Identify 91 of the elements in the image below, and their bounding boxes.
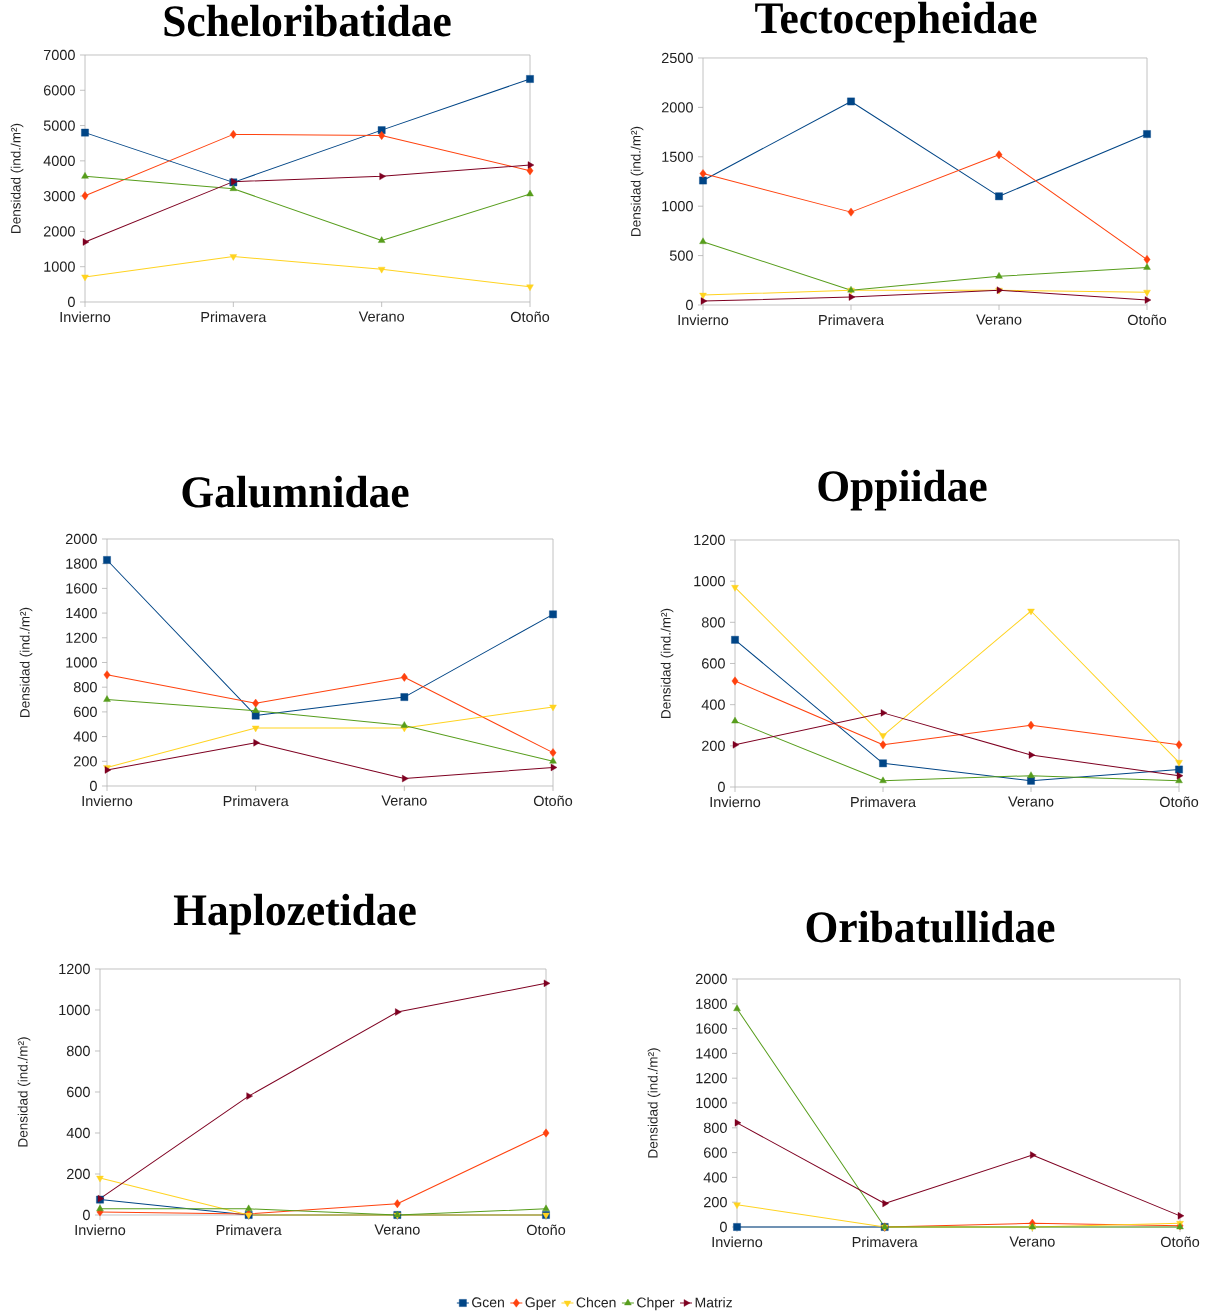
- x-tick-label: Primavera: [852, 1236, 918, 1248]
- x-tick-label: Invierno: [75, 1224, 126, 1236]
- legend-label: Chcen: [576, 1297, 616, 1308]
- chart-title: Haplozetidae: [173, 893, 416, 935]
- x-tick-label: Invierno: [60, 311, 111, 323]
- y-tick-label: 600: [67, 1086, 90, 1098]
- x-tick-label: Invierno: [710, 796, 761, 808]
- y-tick-label: 0: [685, 299, 693, 311]
- x-tick-label: Otoño: [533, 795, 573, 807]
- y-tick-label: 500: [669, 250, 693, 261]
- y-tick-label: 1200: [694, 534, 725, 546]
- y-tick-label: 800: [703, 1122, 727, 1133]
- x-tick-label: Invierno: [82, 795, 133, 807]
- y-tick-label: 1000: [66, 657, 97, 668]
- y-tick-label: 2000: [43, 226, 75, 237]
- y-tick-label: 200: [704, 1197, 727, 1208]
- y-tick-label: 1200: [66, 632, 97, 643]
- chart-title: Oribatullidae: [806, 910, 1055, 943]
- y-tick-label: 1600: [66, 583, 97, 594]
- y-tick-label: 600: [74, 706, 97, 718]
- y-axis-title: Densidad (ind./m²): [660, 608, 674, 718]
- x-tick-label: Otoño: [1127, 314, 1167, 326]
- y-tick-label: 1000: [662, 201, 693, 212]
- x-tick-label: Verano: [381, 795, 427, 806]
- x-tick-label: Primavera: [851, 796, 917, 808]
- y-tick-label: 4000: [43, 155, 75, 166]
- y-tick-label: 6000: [43, 85, 75, 96]
- y-tick-label: 0: [719, 1221, 727, 1233]
- y-axis-title: Densidad (ind./m²): [19, 607, 33, 717]
- y-tick-label: 1800: [696, 998, 727, 1009]
- y-tick-label: 1000: [59, 1004, 90, 1016]
- x-tick-label: Invierno: [712, 1236, 763, 1248]
- y-tick-label: 1400: [696, 1048, 727, 1059]
- legend-label: Gper: [525, 1297, 556, 1311]
- y-tick-label: 1000: [696, 1097, 727, 1109]
- y-tick-label: 1800: [66, 558, 97, 569]
- y-tick-label: 400: [703, 1172, 727, 1183]
- y-axis-title: Densidad (ind./m²): [630, 126, 644, 236]
- y-tick-label: 1200: [59, 963, 90, 975]
- y-tick-label: 1600: [696, 1023, 727, 1034]
- legend-label: Matriz: [695, 1297, 732, 1308]
- y-tick-label: 1400: [66, 607, 97, 619]
- x-tick-label: Verano: [1009, 1236, 1055, 1247]
- x-tick-label: Otoño: [1160, 1236, 1200, 1248]
- x-tick-label: Verano: [358, 311, 405, 322]
- chart-title: Oppiidae: [818, 469, 987, 511]
- x-tick-label: Otoño: [510, 311, 550, 323]
- x-tick-label: Primavera: [819, 314, 885, 326]
- y-tick-label: 400: [701, 699, 725, 710]
- y-tick-label: 0: [82, 1209, 90, 1221]
- y-tick-label: 2500: [661, 52, 693, 64]
- y-tick-label: 5000: [43, 120, 75, 131]
- x-tick-label: Otoño: [1159, 796, 1199, 808]
- y-tick-label: 0: [89, 780, 97, 792]
- x-tick-label: Verano: [976, 314, 1022, 325]
- x-tick-label: Verano: [374, 1224, 420, 1235]
- y-tick-label: 0: [717, 781, 725, 793]
- y-tick-label: 2000: [661, 102, 693, 113]
- x-tick-label: Invierno: [678, 314, 729, 326]
- y-axis-title: Densidad (ind./m²): [10, 123, 24, 233]
- y-tick-label: 800: [73, 682, 97, 693]
- y-tick-label: 600: [704, 1147, 727, 1158]
- y-tick-label: 200: [702, 740, 725, 751]
- y-tick-label: 2000: [695, 973, 727, 985]
- y-tick-label: 0: [67, 296, 75, 308]
- y-tick-label: 600: [702, 658, 725, 669]
- legend-label: Gcen: [472, 1297, 504, 1308]
- y-tick-label: 1000: [44, 261, 75, 272]
- y-tick-label: 7000: [43, 49, 75, 61]
- x-tick-label: Otoño: [526, 1224, 566, 1236]
- chart-title: Scheloribatidae: [164, 4, 451, 37]
- y-tick-label: 800: [701, 617, 725, 628]
- y-tick-label: 200: [67, 1168, 90, 1180]
- chart-title: Galumnidae: [182, 475, 409, 508]
- legend-label: Chper: [637, 1297, 675, 1311]
- x-tick-label: Primavera: [216, 1224, 282, 1236]
- y-axis-title: Densidad (ind./m²): [647, 1048, 661, 1158]
- y-tick-label: 1500: [662, 151, 693, 162]
- y-axis-title: Densidad (ind./m²): [17, 1037, 31, 1147]
- x-tick-label: Verano: [1008, 796, 1054, 807]
- y-tick-label: 3000: [43, 190, 75, 202]
- y-tick-label: 1200: [696, 1073, 727, 1084]
- y-tick-label: 800: [66, 1045, 90, 1057]
- y-tick-label: 200: [74, 756, 97, 767]
- y-tick-label: 2000: [65, 533, 97, 545]
- y-tick-label: 400: [73, 731, 97, 742]
- y-tick-label: 400: [66, 1127, 90, 1139]
- y-tick-label: 1000: [694, 576, 725, 587]
- chart-title: Tectocepheidae: [755, 1, 1037, 43]
- x-tick-label: Primavera: [201, 311, 267, 323]
- x-tick-label: Primavera: [223, 795, 289, 807]
